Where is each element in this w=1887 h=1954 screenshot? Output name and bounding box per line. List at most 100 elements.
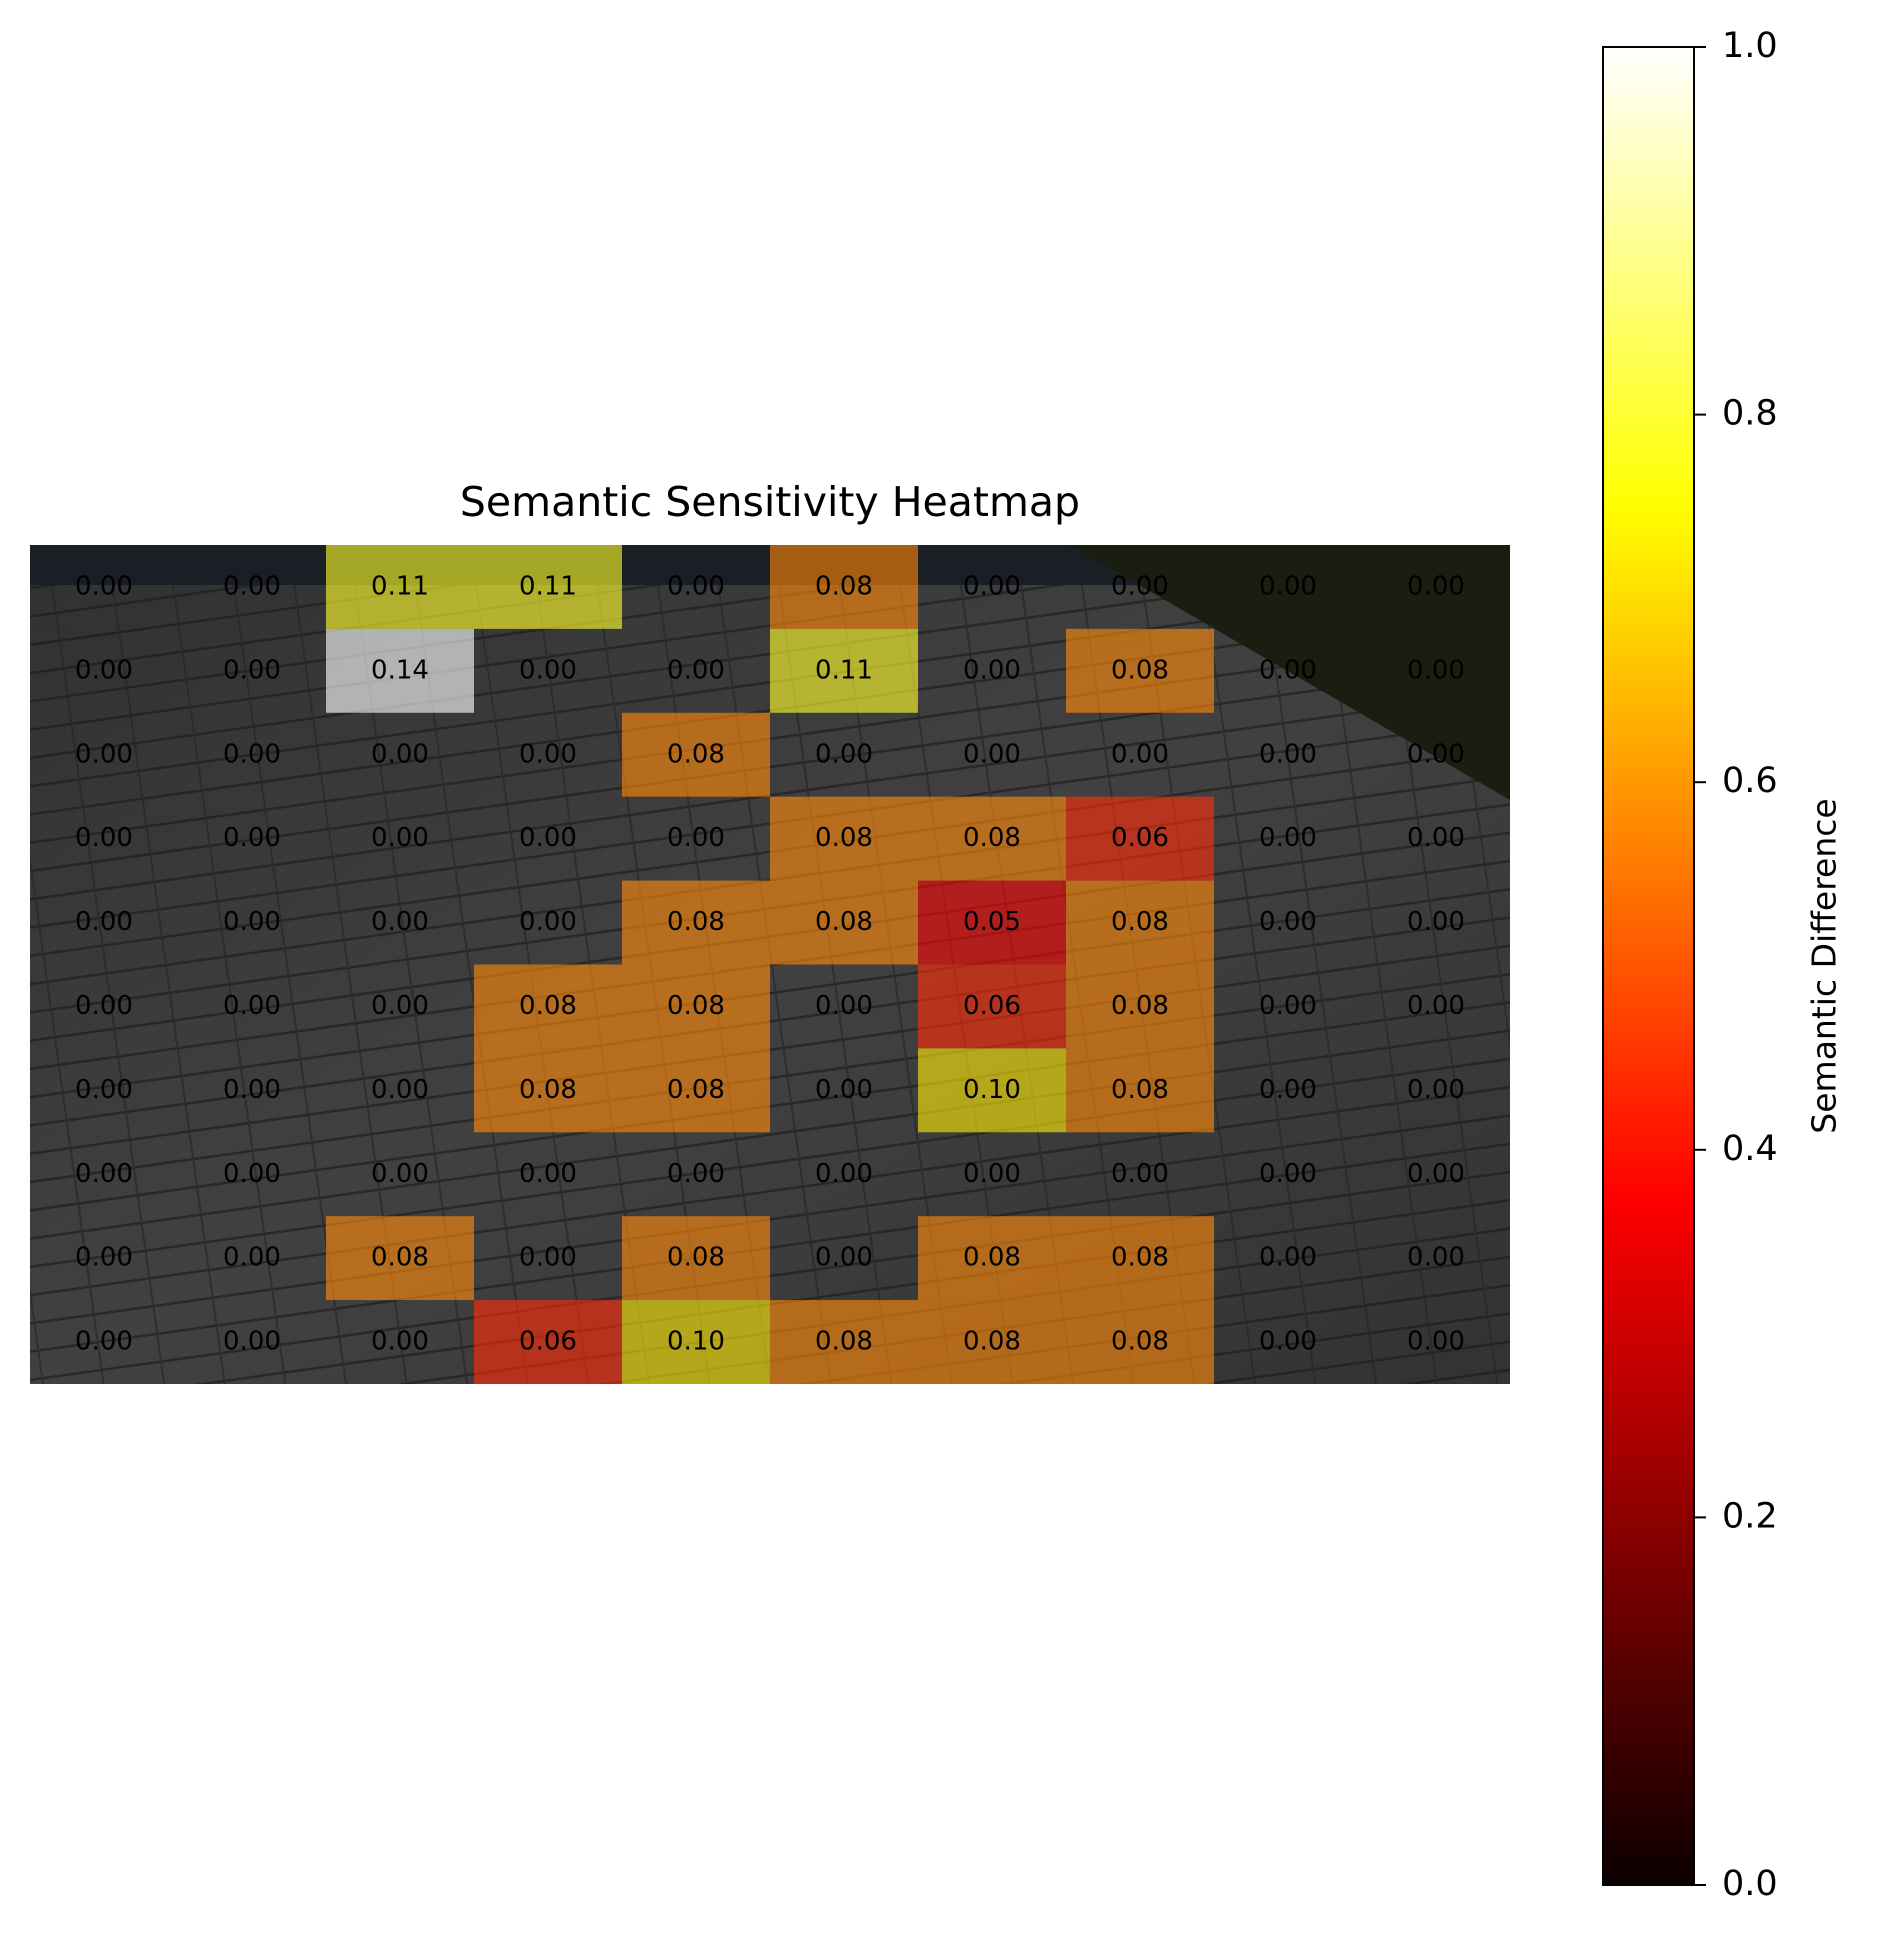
heatmap-cell: [178, 880, 326, 965]
heatmap-cell: [1066, 712, 1214, 797]
cell-label: 0.00: [1407, 571, 1465, 601]
cell-label: 0.11: [371, 571, 429, 601]
chart-title: Semantic Sensitivity Heatmap: [460, 478, 1080, 526]
heatmap-cell: [918, 880, 1066, 965]
heatmap-cell: [326, 796, 474, 881]
cell-label: 0.00: [815, 739, 873, 769]
heatmap-cell: [1066, 1132, 1214, 1217]
cell-label: 0.00: [1259, 1159, 1317, 1189]
heatmap-cell: [622, 545, 770, 629]
cell-label: 0.00: [1407, 739, 1465, 769]
heatmap-cell: [1214, 1216, 1362, 1301]
cell-label: 0.00: [815, 991, 873, 1021]
cell-label: 0.14: [371, 655, 429, 685]
heatmap-cell: [770, 964, 918, 1049]
cell-label: 0.00: [1407, 655, 1465, 685]
cell-label: 0.00: [223, 1327, 281, 1357]
cell-label: 0.00: [223, 739, 281, 769]
cell-label: 0.00: [223, 655, 281, 685]
cell-label: 0.00: [75, 655, 133, 685]
cell-label: 0.00: [1407, 823, 1465, 853]
heatmap-cell: [1214, 796, 1362, 881]
cell-label: 0.06: [963, 991, 1021, 1021]
heatmap-cell: [326, 1132, 474, 1217]
cell-label: 0.08: [667, 1075, 725, 1105]
cell-label: 0.00: [815, 1159, 873, 1189]
cell-label: 0.00: [371, 991, 429, 1021]
heatmap-cell: [770, 628, 918, 713]
cell-label: 0.00: [223, 571, 281, 601]
cell-label: 0.00: [519, 907, 577, 937]
cell-label: 0.06: [1111, 823, 1169, 853]
heatmap-cell: [178, 712, 326, 797]
cell-label: 0.10: [667, 1327, 725, 1357]
heatmap-cell: [1214, 545, 1362, 629]
cell-label: 0.00: [815, 1075, 873, 1105]
heatmap-cell: [918, 628, 1066, 713]
cell-label: 0.00: [1259, 739, 1317, 769]
heatmap-cell: [918, 545, 1066, 629]
heatmap-cell: [30, 880, 178, 965]
heatmap-cell: [474, 964, 622, 1049]
heatmap-cell: [1362, 1132, 1510, 1217]
heatmap-cell: [30, 1048, 178, 1133]
heatmap-cell: [622, 1132, 770, 1217]
cell-label: 0.00: [371, 1327, 429, 1357]
heatmap-cell: [1214, 1132, 1362, 1217]
cell-label: 0.06: [519, 1327, 577, 1357]
cell-label: 0.00: [223, 991, 281, 1021]
heatmap-cell: [622, 1216, 770, 1301]
colorbar-tick-label: 0.4: [1722, 1129, 1778, 1169]
heatmap-cell: [1066, 1300, 1214, 1384]
cell-label: 0.08: [1111, 1243, 1169, 1273]
cell-label: 0.08: [1111, 655, 1169, 685]
cell-label: 0.00: [223, 1075, 281, 1105]
heatmap-cell: [770, 1300, 918, 1384]
heatmap-cell: [1066, 1048, 1214, 1133]
cell-label: 0.00: [223, 823, 281, 853]
heatmap-cell: [622, 628, 770, 713]
heatmap-cell: [770, 712, 918, 797]
heatmap-cell: [918, 796, 1066, 881]
cell-label: 0.00: [75, 1159, 133, 1189]
cell-label: 0.00: [1407, 1327, 1465, 1357]
heatmap-cell: [1362, 796, 1510, 881]
cell-label: 0.00: [963, 739, 1021, 769]
cell-label: 0.00: [1407, 907, 1465, 937]
heatmap-cell: [1362, 1216, 1510, 1301]
cell-label: 0.00: [963, 571, 1021, 601]
heatmap-cell: [30, 545, 178, 629]
heatmap-cell: [30, 964, 178, 1049]
heatmap-cell: [178, 1300, 326, 1384]
cell-label: 0.00: [1259, 907, 1317, 937]
cell-label: 0.00: [1259, 823, 1317, 853]
cell-label: 0.00: [519, 739, 577, 769]
cell-label: 0.00: [75, 739, 133, 769]
cell-label: 0.00: [963, 1159, 1021, 1189]
cell-label: 0.00: [519, 1243, 577, 1273]
heatmap-cell: [918, 1132, 1066, 1217]
cell-label: 0.00: [1259, 1327, 1317, 1357]
heatmap-cell: [622, 880, 770, 965]
cell-label: 0.00: [1407, 1159, 1465, 1189]
colorbar-tick-label: 1.0: [1722, 26, 1778, 66]
heatmap-cell: [918, 1300, 1066, 1384]
cell-label: 0.08: [1111, 907, 1169, 937]
heatmap-cell: [30, 628, 178, 713]
cell-label: 0.00: [519, 655, 577, 685]
cell-label: 0.08: [519, 1075, 577, 1105]
heatmap-cell: [1214, 628, 1362, 713]
colorbar-tick-label: 0.2: [1722, 1496, 1778, 1536]
heatmap-cell: [326, 545, 474, 629]
heatmap-cell: [326, 964, 474, 1049]
heatmap-cell: [1066, 1216, 1214, 1301]
cell-label: 0.00: [75, 571, 133, 601]
heatmap-cell: [474, 1048, 622, 1133]
heatmap-cell: [1214, 880, 1362, 965]
cell-label: 0.00: [1259, 1243, 1317, 1273]
cell-label: 0.00: [371, 739, 429, 769]
heatmap-cell: [1362, 880, 1510, 965]
cell-label: 0.00: [667, 1159, 725, 1189]
colorbar-tick-label: 0.6: [1722, 761, 1778, 801]
cell-label: 0.00: [75, 991, 133, 1021]
